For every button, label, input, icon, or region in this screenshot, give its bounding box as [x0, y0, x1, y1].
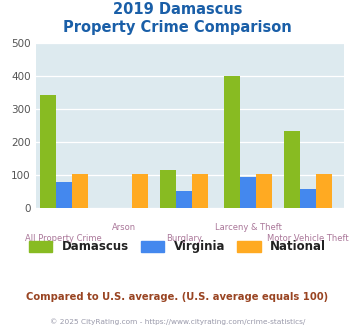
Text: 2019 Damascus: 2019 Damascus [113, 2, 242, 16]
Bar [160, 170, 176, 208]
Bar [284, 131, 300, 208]
Bar [55, 182, 72, 208]
Bar [176, 191, 192, 208]
Text: Arson: Arson [112, 223, 136, 232]
Text: All Property Crime: All Property Crime [25, 234, 102, 243]
Bar [316, 174, 332, 208]
Bar [192, 174, 208, 208]
Text: Property Crime Comparison: Property Crime Comparison [63, 20, 292, 35]
Text: Motor Vehicle Theft: Motor Vehicle Theft [267, 234, 349, 243]
Text: Burglary: Burglary [166, 234, 202, 243]
Bar [224, 76, 240, 208]
Bar [256, 174, 272, 208]
Bar [39, 95, 55, 208]
Legend: Damascus, Virginia, National: Damascus, Virginia, National [24, 236, 331, 258]
Text: Larceny & Theft: Larceny & Theft [215, 223, 282, 232]
Bar [132, 174, 148, 208]
Bar [72, 174, 88, 208]
Text: © 2025 CityRating.com - https://www.cityrating.com/crime-statistics/: © 2025 CityRating.com - https://www.city… [50, 318, 305, 325]
Bar [240, 177, 256, 208]
Text: Compared to U.S. average. (U.S. average equals 100): Compared to U.S. average. (U.S. average … [26, 292, 329, 302]
Bar [300, 189, 316, 208]
